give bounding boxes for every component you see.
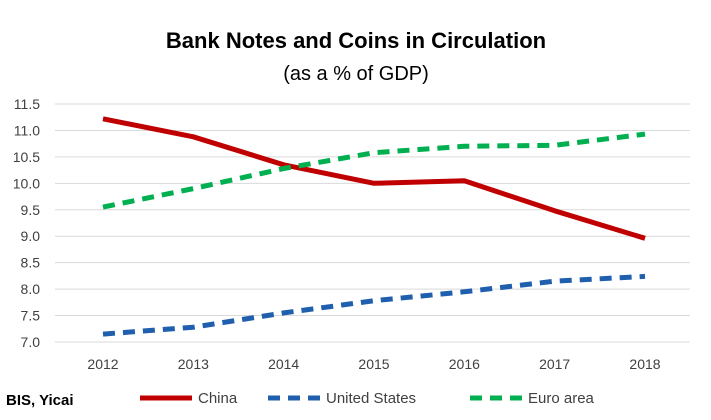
gridlines <box>55 103 690 343</box>
x-tick-label: 2016 <box>449 356 480 372</box>
legend-label: Euro area <box>528 390 595 407</box>
x-tick-label: 2013 <box>178 356 209 372</box>
source-label: BIS, Yicai <box>6 392 74 409</box>
y-tick-label: 10.5 <box>13 149 40 165</box>
y-tick-label: 11.0 <box>14 122 40 138</box>
legend-label: China <box>198 390 238 407</box>
y-tick-label: 9.5 <box>21 202 41 218</box>
series-line-euro-area <box>102 131 646 210</box>
y-tick-label: 8.0 <box>21 281 41 297</box>
x-tick-label: 2014 <box>268 356 299 372</box>
y-tick-label: 8.5 <box>21 255 41 271</box>
legend-label: United States <box>326 390 416 407</box>
chart-title: Bank Notes and Coins in Circulation <box>166 28 546 53</box>
legend: China United States Euro area <box>140 390 595 407</box>
x-tick-label: 2015 <box>358 356 389 372</box>
x-tick-label: 2017 <box>539 356 570 372</box>
series-lines <box>102 116 646 337</box>
x-tick-label: 2012 <box>87 356 118 372</box>
series-line-china <box>102 116 646 241</box>
chart-subtitle: (as a % of GDP) <box>283 63 429 85</box>
y-tick-label: 11.5 <box>14 96 40 112</box>
x-tick-label: 2018 <box>629 356 660 372</box>
y-tick-label: 7.5 <box>21 308 41 324</box>
y-tick-label: 9.0 <box>21 228 41 244</box>
y-tick-label: 7.0 <box>21 334 41 350</box>
y-tick-label: 10.0 <box>13 175 40 191</box>
x-axis-ticks: 2012 2013 2014 2015 2016 2017 2018 <box>87 356 660 372</box>
y-axis-ticks: 7.0 7.5 8.0 8.5 9.0 9.5 10.0 10.5 11.0 11.5 <box>13 96 40 350</box>
series-line-united-states <box>102 273 646 337</box>
